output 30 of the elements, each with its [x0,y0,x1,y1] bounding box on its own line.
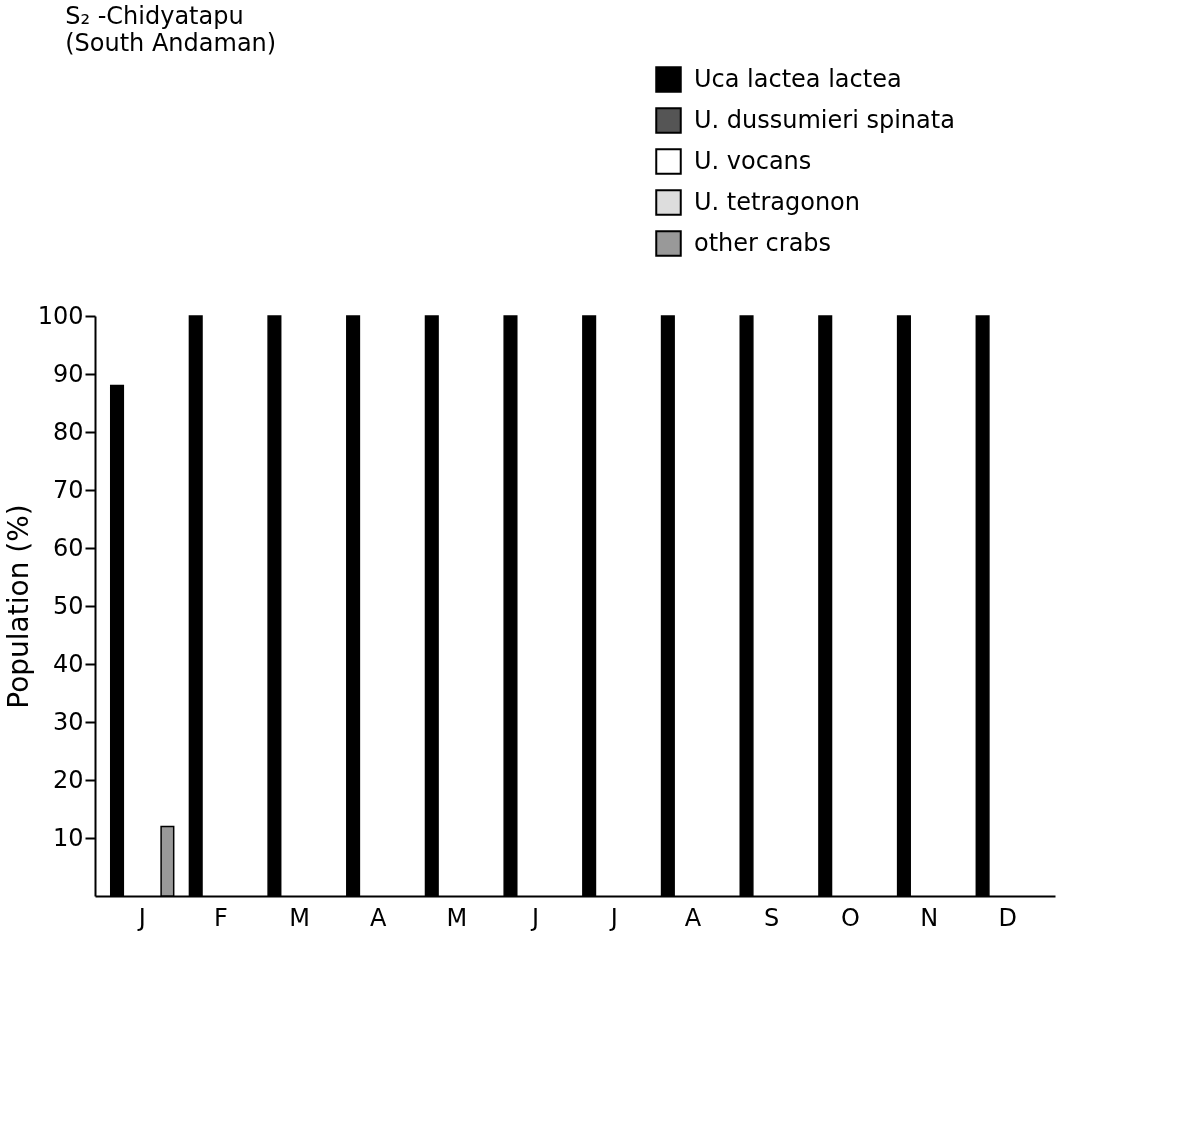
x-tick-label: J [608,903,618,932]
chart-title: S₂ -Chidyatapu [65,2,244,30]
legend-label: Uca lactea lactea [694,64,902,93]
x-tick-label: J [136,903,146,932]
legend-label: U. vocans [694,146,812,175]
y-tick-label: 80 [52,417,84,446]
y-tick-label: 60 [52,533,84,562]
y-tick-label: 90 [52,359,84,388]
legend-label: other crabs [694,228,832,257]
x-tick-label: M [446,903,468,932]
legend-label: U. dussumieri spinata [694,105,955,134]
chart-subtitle: (South Andaman) [65,29,277,57]
x-tick-label: A [684,903,702,932]
x-tick-label: D [998,903,1018,932]
y-tick-label: 10 [52,823,84,852]
x-tick-label: S [764,903,780,932]
y-tick-label: 100 [37,301,84,330]
x-tick-label: A [370,903,388,932]
x-tick-label: F [214,903,228,932]
y-axis-title: Population (%) [1,504,35,709]
x-tick-label: J [530,903,540,932]
x-tick-label: N [920,903,939,932]
x-tick-label: O [840,903,860,932]
legend-label: U. tetragonon [694,187,861,216]
x-tick-label: M [289,903,310,932]
y-tick-label: 50 [52,591,84,620]
y-tick-label: 20 [52,765,84,794]
y-tick-label: 40 [52,649,84,678]
y-tick-label: 70 [52,475,84,504]
y-tick-label: 30 [52,707,84,736]
